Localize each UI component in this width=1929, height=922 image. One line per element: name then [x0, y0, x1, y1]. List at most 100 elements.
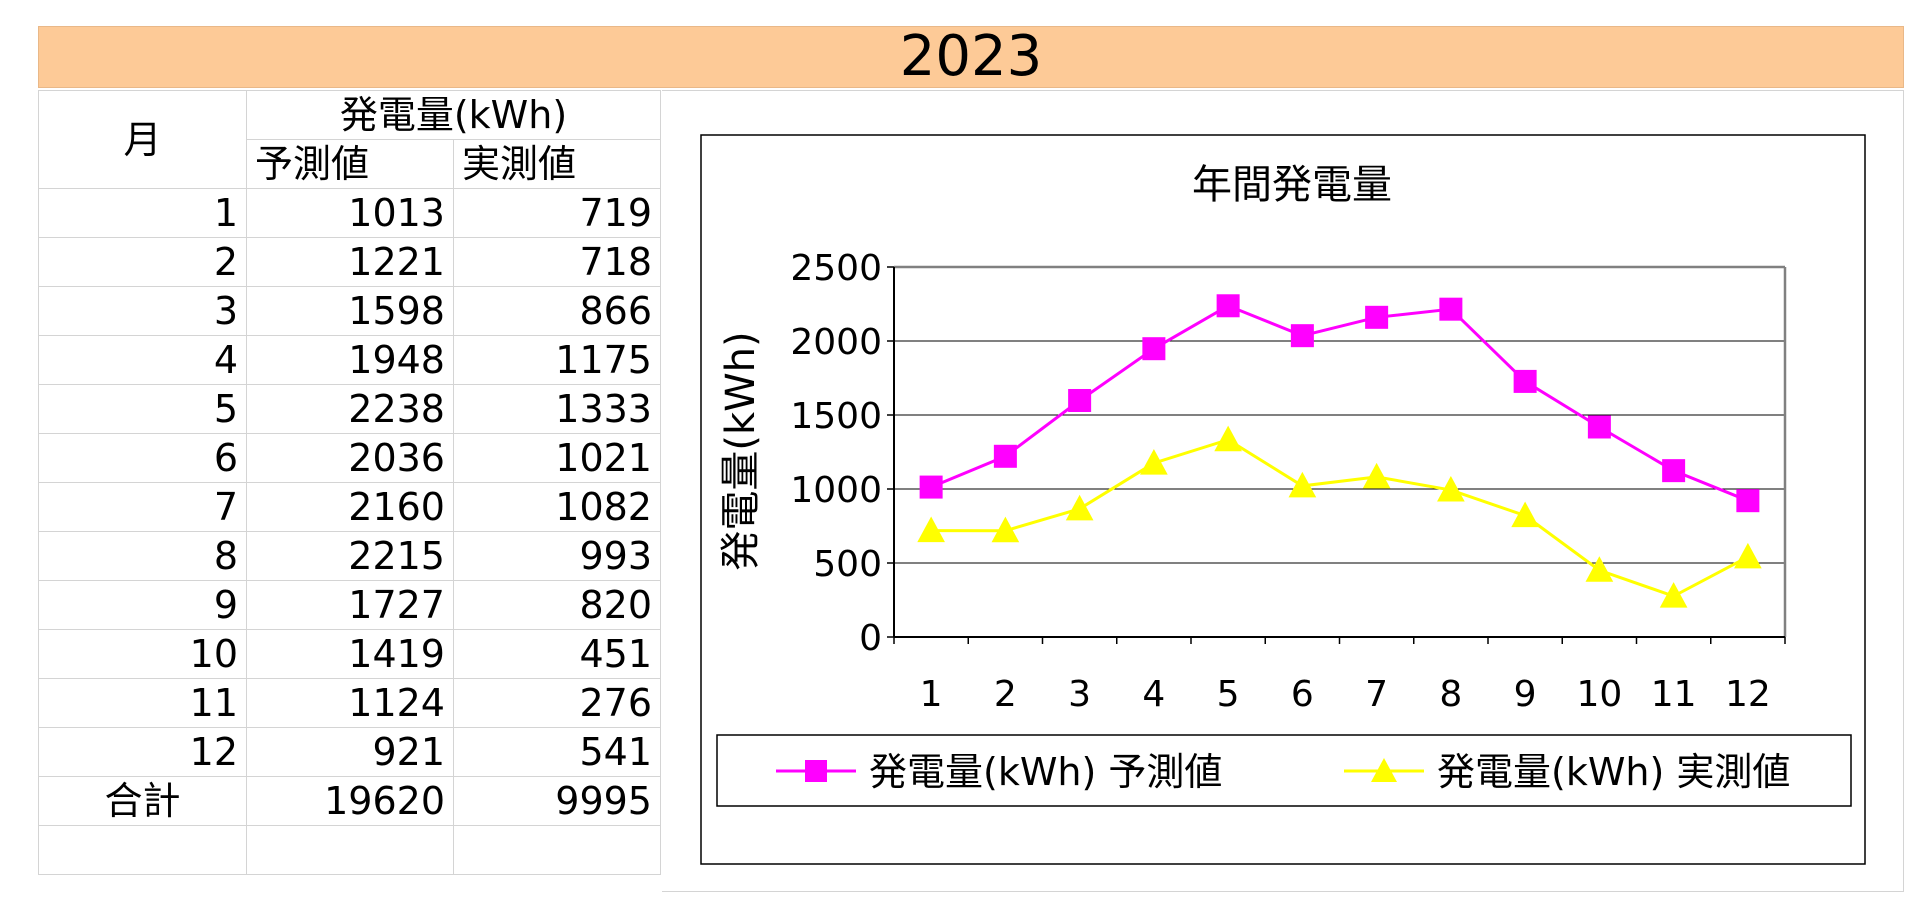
- month-cell: 8: [38, 531, 247, 581]
- data-point-triangle: [1140, 449, 1168, 475]
- y-tick-label: 1500: [790, 396, 882, 437]
- table-row: 2 1221 718: [38, 237, 678, 287]
- empty-cell: [453, 825, 661, 875]
- predicted-cell: 1419: [246, 629, 454, 679]
- total-row: 合計 19620 9995: [38, 776, 678, 826]
- actual-cell: 541: [453, 727, 661, 777]
- data-point-triangle: [917, 516, 945, 543]
- actual-cell: 718: [453, 237, 661, 287]
- legend-label: 発電量(kWh) 予測値: [869, 750, 1222, 794]
- data-point-triangle: [1288, 471, 1317, 498]
- data-point-square: [993, 444, 1017, 468]
- data-point-triangle: [1659, 582, 1688, 608]
- month-cell: 4: [38, 335, 247, 385]
- table-row: 10 1419 451: [38, 629, 678, 679]
- legend-marker-square: [805, 760, 827, 782]
- x-tick-label: 12: [1725, 674, 1771, 715]
- month-cell: 7: [38, 482, 247, 532]
- actual-header: 実測値: [453, 139, 661, 189]
- empty-cell: [38, 825, 247, 875]
- x-tick-label: 1: [920, 674, 943, 715]
- predicted-cell: 2215: [246, 531, 454, 581]
- data-point-triangle: [1362, 462, 1391, 489]
- x-tick-label: 3: [1068, 674, 1091, 715]
- data-point-square: [1736, 489, 1760, 513]
- predicted-cell: 2160: [246, 482, 454, 532]
- data-point-triangle: [1437, 475, 1465, 502]
- y-tick-label: 1000: [790, 470, 882, 511]
- data-point-square: [1439, 297, 1463, 321]
- actual-cell: 719: [453, 188, 661, 238]
- predicted-cell: 2238: [246, 384, 454, 434]
- data-point-triangle: [1585, 556, 1614, 582]
- table-header-row: 月 発電量(kWh): [38, 90, 678, 189]
- table-row: 8 2215 993: [38, 531, 678, 581]
- month-cell: 1: [38, 188, 247, 238]
- x-tick-label: 2: [994, 674, 1017, 715]
- data-point-square: [1662, 459, 1686, 483]
- data-point-square: [919, 475, 943, 499]
- data-point-triangle: [1214, 425, 1242, 452]
- table-row: 11 1124 276: [38, 678, 678, 728]
- y-tick-label: 0: [859, 618, 882, 659]
- predicted-cell: 1013: [246, 188, 454, 238]
- month-cell: 11: [38, 678, 247, 728]
- month-cell: 9: [38, 580, 247, 630]
- empty-row: [38, 825, 678, 875]
- legend-label: 発電量(kWh) 実測値: [1437, 750, 1790, 794]
- y-tick-label: 500: [813, 544, 882, 585]
- table-row: 6 2036 1021: [38, 433, 678, 483]
- month-cell: 2: [38, 237, 247, 287]
- actual-cell: 276: [453, 678, 661, 728]
- y-axis-label: 発電量(kWh): [718, 331, 764, 570]
- predicted-cell: 921: [246, 727, 454, 777]
- y-tick-label: 2500: [790, 248, 882, 289]
- total-label: 合計: [38, 776, 247, 826]
- data-point-triangle: [991, 516, 1020, 543]
- data-point-triangle: [1511, 501, 1539, 528]
- data-point-square: [1068, 388, 1092, 412]
- actual-cell: 1333: [453, 384, 661, 434]
- data-point-triangle: [1734, 542, 1762, 569]
- actual-cell: 820: [453, 580, 661, 630]
- predicted-header: 予測値: [246, 139, 454, 189]
- chart-area: 年間発電量 0 500 1000 1500 2000 2500 1 2 3 4 5 6 7 8 9 10 11 12…: [662, 90, 1904, 892]
- predicted-cell: 1221: [246, 237, 454, 287]
- predicted-cell: 2036: [246, 433, 454, 483]
- table-row: 4 1948 1175: [38, 335, 678, 385]
- month-cell: 3: [38, 286, 247, 336]
- data-point-square: [1142, 337, 1166, 361]
- actual-cell: 451: [453, 629, 661, 679]
- table-row: 3 1598 866: [38, 286, 678, 336]
- predicted-cell: 1124: [246, 678, 454, 728]
- data-point-square: [1587, 415, 1611, 439]
- data-point-square: [1216, 294, 1240, 318]
- plot-area: [894, 267, 1785, 637]
- data-point-square: [1513, 369, 1537, 393]
- month-cell: 12: [38, 727, 247, 777]
- series-line: [930, 304, 1749, 503]
- x-tick-label: 8: [1439, 674, 1462, 715]
- predicted-cell: 1598: [246, 286, 454, 336]
- empty-cell: [246, 825, 454, 875]
- actual-cell: 1082: [453, 482, 661, 532]
- month-cell: 5: [38, 384, 247, 434]
- x-tick-label: 5: [1217, 674, 1240, 715]
- table-row: 9 1727 820: [38, 580, 678, 630]
- x-tick-label: 7: [1365, 674, 1388, 715]
- x-tick-label: 9: [1514, 674, 1537, 715]
- x-tick-label: 6: [1291, 674, 1314, 715]
- y-tick-label: 2000: [790, 322, 882, 363]
- actual-cell: 1175: [453, 335, 661, 385]
- x-tick-label: 4: [1142, 674, 1165, 715]
- table-row: 12 921 541: [38, 727, 678, 777]
- data-point-triangle: [1065, 494, 1094, 521]
- generation-header: 発電量(kWh): [246, 90, 661, 140]
- table-row: 5 2238 1333: [38, 384, 678, 434]
- chart-title: 年間発電量: [1192, 162, 1392, 208]
- table-row: 1 1013 719: [38, 188, 678, 238]
- year-title: 2023: [38, 26, 1904, 88]
- generation-table: 月 発電量(kWh) 予測値 実測値 1 1013 719 2 1221 718 3 1598…: [38, 90, 678, 875]
- table-subheader-row: 予測値 実測値: [39, 139, 678, 189]
